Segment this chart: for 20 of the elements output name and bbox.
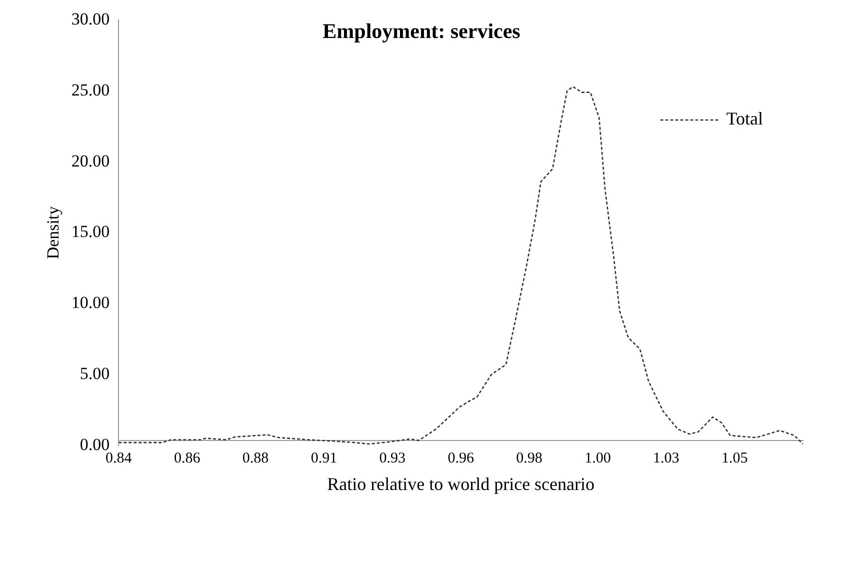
- y-tick-label: 25.00: [71, 80, 110, 100]
- x-tick-label: 0.93: [379, 450, 406, 467]
- y-tick-label: 10.00: [71, 293, 110, 312]
- x-tick-label: 1.03: [653, 450, 680, 467]
- line-series: [118, 86, 803, 445]
- y-tick-label: 30.00: [71, 9, 110, 28]
- x-tick-label: 0.96: [448, 450, 474, 467]
- legend-label: Total: [726, 108, 764, 129]
- y-tick-label: 15.00: [71, 222, 110, 242]
- y-tick-label: 20.00: [71, 151, 110, 170]
- x-axis-title: Ratio relative to world price scenario: [327, 474, 595, 494]
- chart-title: Employment: services: [322, 19, 520, 44]
- x-tick-label: 0.98: [516, 450, 542, 467]
- x-tick-label: 1.05: [721, 450, 748, 467]
- y-axis-title: Density: [44, 206, 63, 260]
- x-tick-label: 0.86: [174, 450, 201, 467]
- x-tick-label: 1.00: [584, 450, 611, 467]
- y-tick-label: 5.00: [80, 364, 110, 383]
- x-tick-label: 0.91: [310, 450, 338, 467]
- x-tick-label: 0.88: [242, 450, 269, 467]
